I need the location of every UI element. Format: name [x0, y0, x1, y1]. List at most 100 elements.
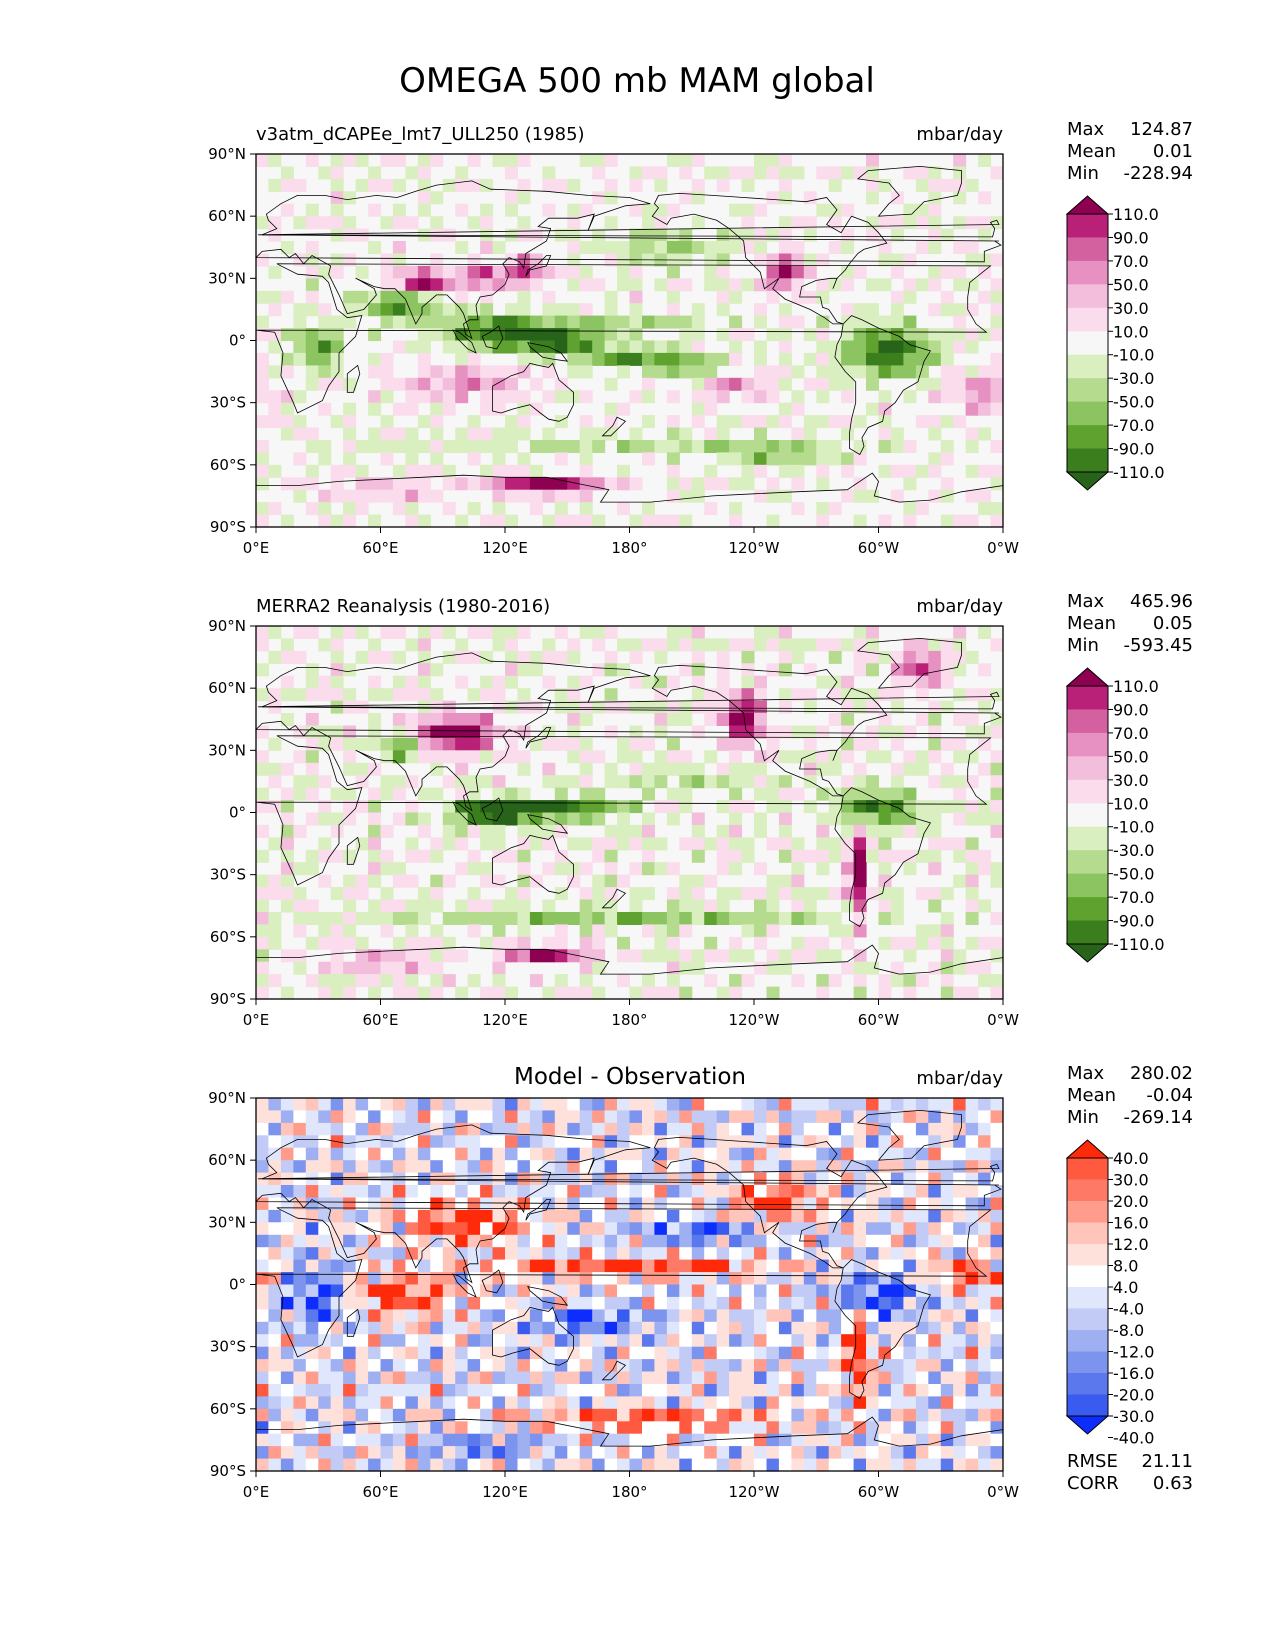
field-cell — [256, 787, 269, 801]
field-cell — [467, 440, 481, 453]
field-cell — [417, 650, 431, 664]
field-cell — [915, 340, 929, 354]
field-cell — [467, 887, 481, 901]
coastline-eurasia — [255, 180, 1002, 340]
field-cell — [554, 1359, 568, 1373]
field-cell — [766, 750, 780, 764]
field-cell — [480, 477, 494, 491]
field-cell — [990, 477, 1004, 491]
field-cell — [778, 1446, 792, 1460]
field-cell — [679, 514, 693, 528]
field-cell — [828, 1259, 842, 1273]
field-cell — [392, 787, 406, 801]
field-cell — [766, 1147, 780, 1161]
field-cell — [828, 1247, 842, 1261]
field-cell — [978, 737, 992, 751]
field-cell — [629, 1359, 643, 1373]
field-cell — [554, 887, 568, 901]
field-cell — [841, 1222, 855, 1236]
field-cell — [679, 1110, 693, 1124]
field-cell — [467, 1446, 481, 1460]
field-cell — [704, 1147, 718, 1161]
field-cell — [417, 1122, 431, 1136]
field-cell — [430, 974, 444, 988]
field-cell — [480, 241, 494, 254]
field-cell — [866, 489, 879, 503]
field-cell — [828, 638, 842, 652]
field-cell — [405, 725, 419, 739]
field-cell — [965, 849, 979, 863]
field-cell — [442, 1209, 456, 1223]
field-cell — [442, 800, 456, 814]
field-cell — [890, 849, 904, 863]
field-cell — [392, 1296, 406, 1310]
field-cell — [741, 477, 755, 491]
field-cell — [318, 1346, 332, 1360]
field-cell — [542, 1234, 556, 1248]
field-cell — [355, 800, 369, 814]
field-cell — [318, 1135, 332, 1149]
field-cell — [915, 750, 929, 764]
field-cell — [405, 1334, 419, 1348]
field-cell — [554, 737, 568, 751]
field-cell — [691, 824, 705, 838]
colorbar-tick-label: -20.0 — [1113, 1386, 1154, 1405]
field-cell — [604, 154, 618, 167]
field-cell — [965, 812, 979, 826]
field-cell — [704, 1296, 718, 1310]
field-cell — [791, 253, 805, 267]
field-cell — [293, 912, 307, 925]
field-cell — [417, 688, 431, 702]
field-cell — [866, 650, 879, 664]
field-cell — [617, 812, 630, 826]
field-cell — [430, 1309, 444, 1323]
field-cell — [380, 1160, 394, 1174]
field-cell — [417, 154, 431, 167]
field-cell — [293, 303, 307, 317]
field-cell — [318, 452, 332, 466]
field-cell — [592, 700, 606, 714]
field-cell — [542, 1172, 556, 1186]
field-cell — [642, 1234, 655, 1248]
field-cell — [592, 626, 606, 639]
field-cell — [729, 787, 743, 801]
field-cell — [928, 1259, 942, 1273]
field-cell — [816, 1421, 830, 1435]
field-cell — [666, 1296, 680, 1310]
field-cell — [579, 899, 593, 913]
field-cell — [280, 837, 294, 851]
field-cell — [915, 178, 929, 192]
field-cell — [256, 626, 269, 639]
field-cell — [729, 315, 743, 329]
field-cell — [965, 1234, 979, 1248]
field-cell — [492, 1458, 506, 1472]
field-cell — [841, 713, 855, 726]
field-cell — [729, 203, 743, 217]
field-cell — [691, 1408, 705, 1422]
field-cell — [679, 1396, 693, 1410]
field-cell — [579, 1446, 593, 1460]
field-cell — [704, 427, 718, 441]
field-cell — [542, 1185, 556, 1198]
field-cell — [293, 626, 307, 639]
field-cell — [355, 502, 369, 516]
field-cell — [330, 1384, 344, 1397]
field-cell — [256, 1185, 269, 1198]
field-cell — [392, 1197, 406, 1211]
field-cell — [455, 1098, 469, 1111]
field-cell — [965, 514, 979, 528]
field-cell — [505, 1172, 518, 1186]
field-cell — [791, 502, 805, 516]
field-cell — [467, 278, 481, 292]
field-cell — [305, 278, 319, 292]
field-cell — [754, 315, 767, 329]
field-cell — [878, 1346, 892, 1360]
field-cell — [505, 1234, 518, 1248]
field-cell — [604, 303, 618, 317]
field-cell — [679, 1384, 693, 1397]
field-cell — [741, 638, 755, 652]
field-cell — [778, 1272, 792, 1286]
field-cell — [542, 1247, 556, 1261]
field-cell — [405, 936, 419, 950]
field-cell — [878, 1334, 892, 1348]
